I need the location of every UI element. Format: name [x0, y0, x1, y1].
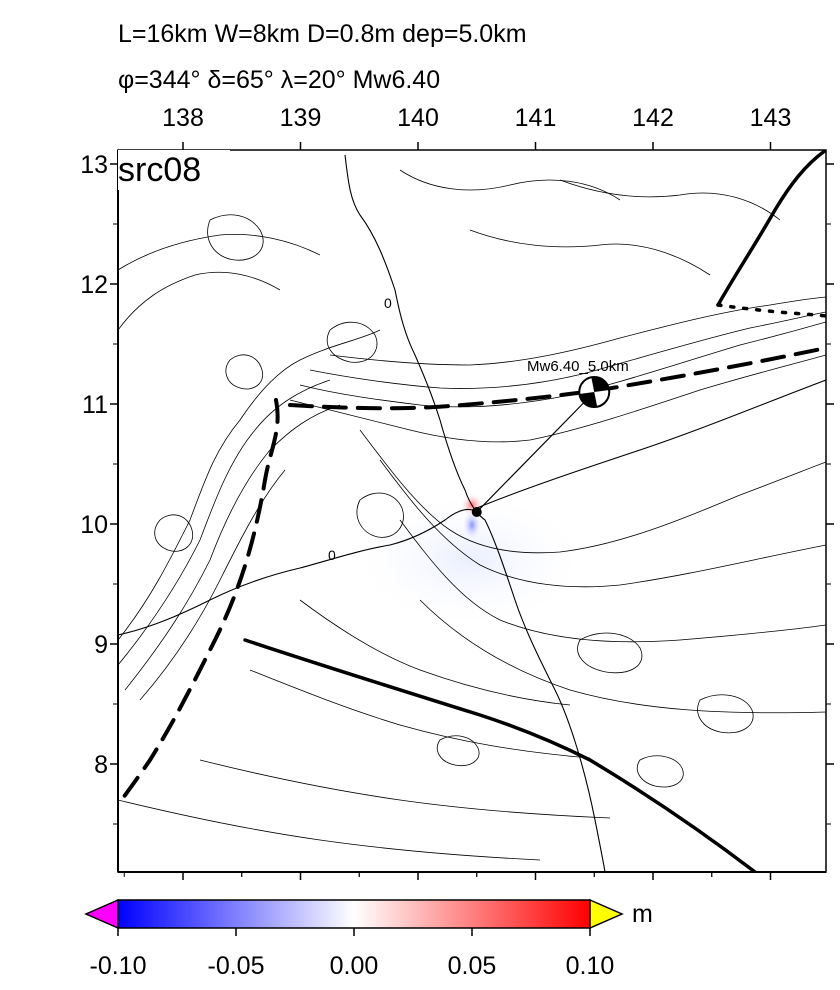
subsidence-lobe	[462, 509, 482, 541]
lon-tick-label: 139	[280, 104, 322, 132]
lat-tick-label: 8	[94, 751, 108, 779]
panel-label-bg	[118, 150, 230, 190]
focal-mechanism-title: φ=344° δ=65° λ=20° Mw6.40	[118, 66, 441, 94]
fault-dotted-northeast	[716, 303, 826, 318]
colorbar-tick-label: 0.10	[565, 952, 615, 980]
lat-tick-label: 13	[80, 151, 108, 179]
colorbar-tick-label: -0.05	[207, 952, 265, 980]
colorbar-under-triangle	[84, 898, 119, 930]
event-label: Mw6.40_5.0km	[527, 358, 629, 375]
bathymetry-contours	[118, 169, 826, 861]
colorbar	[84, 898, 624, 936]
lat-tick-label: 10	[80, 511, 108, 539]
colorbar-over-triangle	[589, 898, 624, 930]
epicenter-marker	[471, 507, 482, 517]
faint-subsidence-field	[350, 490, 590, 630]
lat-tick-label: 12	[80, 271, 108, 299]
fault-solid-south	[243, 638, 757, 872]
lon-tick-label: 138	[162, 104, 204, 132]
fault-solid-northeast	[716, 150, 826, 307]
lat-tick-label: 11	[82, 391, 108, 419]
lon-tick-label: 141	[515, 104, 557, 132]
lat-tick-label: 9	[94, 631, 108, 659]
trench-dashed-west	[118, 398, 280, 807]
colorbar-tick-label: -0.10	[89, 952, 147, 980]
beachball-icon	[578, 376, 611, 408]
lon-tick-label: 140	[397, 104, 439, 132]
trench-dashed-east	[288, 346, 826, 411]
contour-label-north: 0	[384, 295, 392, 311]
latitude-axis: 13 12 11 10 9 8	[80, 151, 834, 825]
colorbar-gradient	[117, 899, 591, 929]
contour-label-south: 0	[328, 547, 336, 563]
colorbar-tick-label: 0.05	[447, 952, 497, 980]
longitude-axis: 138 139 140 141 142 143	[123, 104, 792, 880]
rupture-parameters-title: L=16km W=8km D=0.8m dep=5.0km	[118, 20, 527, 48]
colorbar-unit: m	[632, 900, 653, 928]
map-content: 0 0 Mw6.40_5.0km	[118, 150, 826, 872]
plate-boundaries	[118, 150, 826, 872]
colorbar-tick-label: 0.00	[329, 952, 379, 980]
lon-tick-label: 142	[632, 104, 674, 132]
leader-line	[476, 391, 595, 513]
lon-tick-label: 143	[750, 104, 792, 132]
zero-contour	[118, 154, 826, 872]
panel-label: src08	[118, 151, 201, 189]
